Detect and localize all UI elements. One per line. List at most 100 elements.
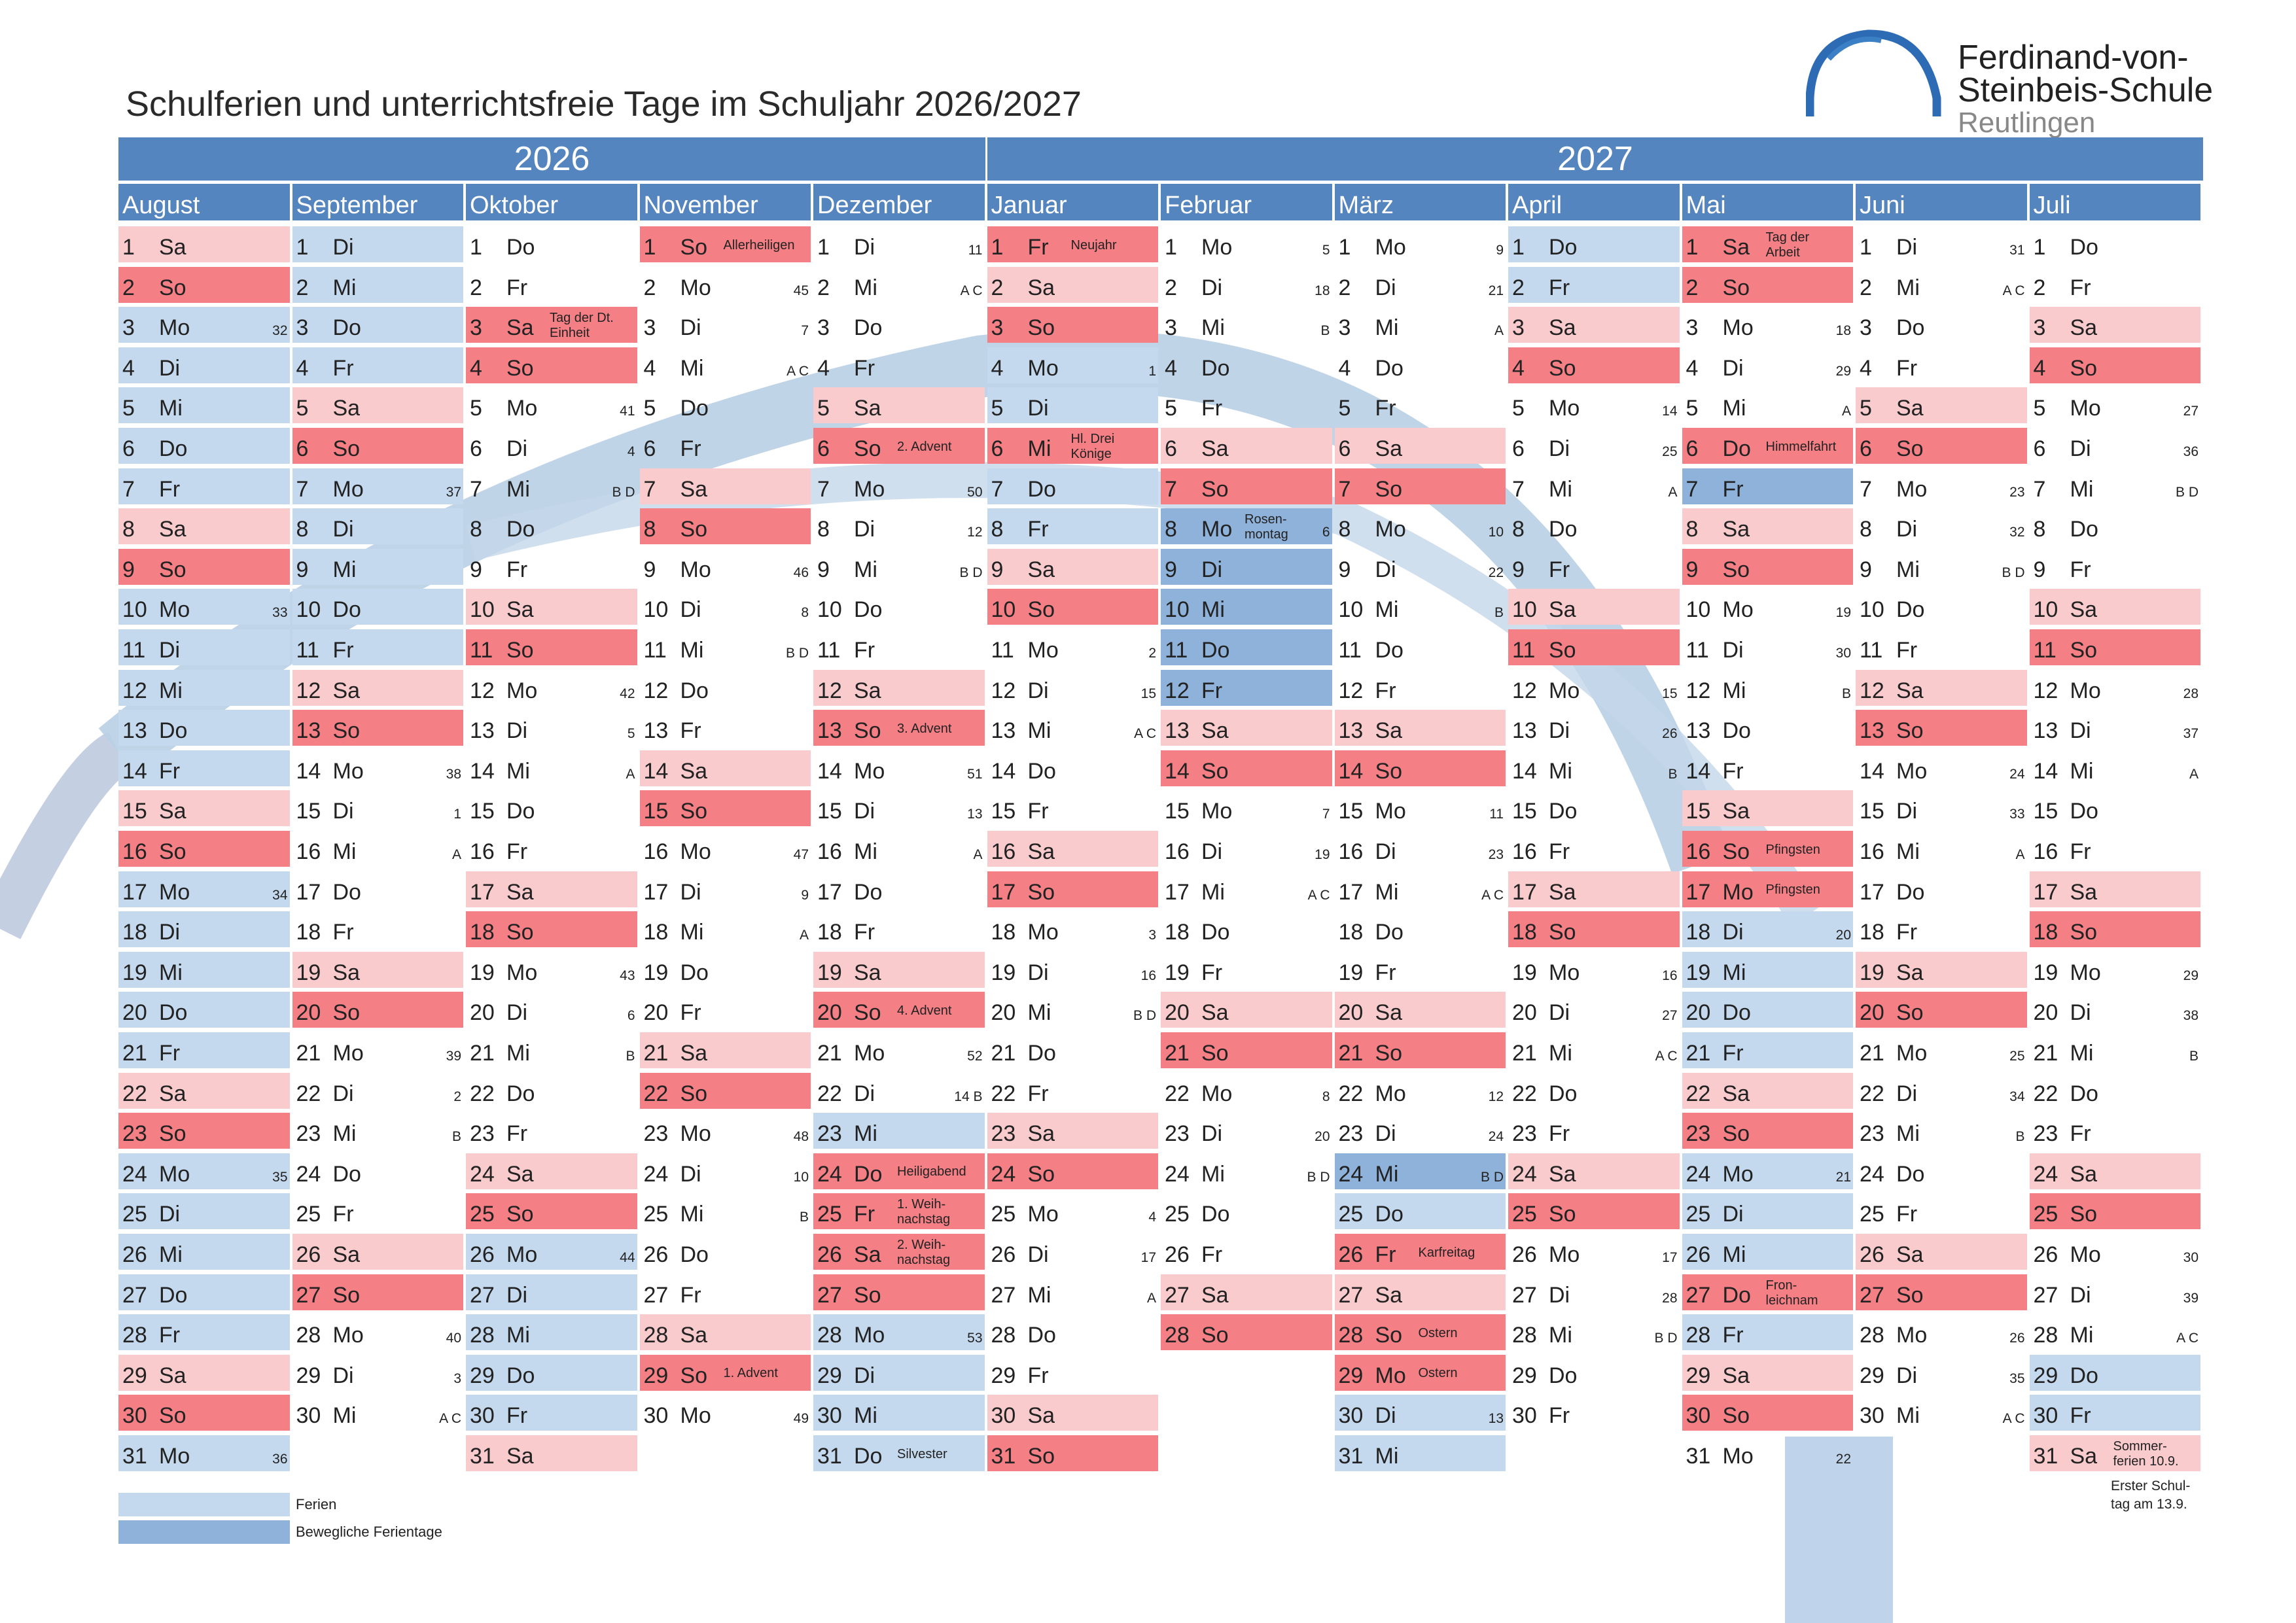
day-number: 6 [1338, 436, 1351, 461]
weekday: Do [159, 718, 188, 744]
day-number: 5 [470, 396, 482, 421]
weekday: So [159, 275, 186, 300]
day-cell: 15 Do [466, 790, 637, 826]
day-number: 14 [470, 758, 495, 784]
day-cell: 14 Sa [639, 750, 811, 786]
day-cell: 15 Mo 7 [1161, 790, 1332, 826]
month-header: März [1334, 184, 1506, 220]
day-cell: 27 So [1856, 1274, 2027, 1310]
day-cell: 18 Mo 3 [987, 911, 1159, 947]
weekday: Mi [1201, 315, 1225, 341]
weekday: Fr [1027, 1081, 1049, 1106]
day-number: 21 [1512, 1041, 1537, 1066]
day-marker: 40 [446, 1331, 461, 1346]
day-cell: 6 So [1856, 428, 2027, 464]
day-number: 30 [1338, 1403, 1364, 1429]
day-cell: 31 Sa Sommer- ferien 10.9. [2029, 1435, 2200, 1471]
day-cell: 17 Do [1856, 871, 2027, 907]
day-cell: 15 Do [2030, 790, 2201, 826]
day-number: 7 [2033, 476, 2046, 502]
day-number: 2 [1338, 275, 1351, 300]
weekday: Do [680, 396, 709, 421]
weekday: So [1896, 718, 1924, 744]
day-cell: 8 Sa [118, 508, 290, 545]
day-marker: 9 [801, 887, 809, 903]
day-number: 22 [817, 1081, 842, 1106]
weekday: Mo [1027, 355, 1059, 381]
day-cell: 23 Di 20 [1161, 1113, 1332, 1149]
day-number: 11 [296, 638, 319, 663]
day-cell: 23 Fr [1508, 1113, 1680, 1149]
day-number: 6 [2033, 436, 2046, 461]
day-number: 18 [1860, 920, 1884, 945]
day-number: 10 [1860, 597, 1884, 623]
weekday: Sa [1722, 1081, 1750, 1106]
weekday: Fr [1027, 1363, 1049, 1388]
day-cell: 21 Fr [118, 1032, 290, 1068]
weekday: Fr [159, 758, 181, 784]
day-number: 23 [470, 1121, 495, 1147]
day-cell: 31 Mo 36 [118, 1435, 290, 1471]
weekday: Di [1549, 436, 1570, 461]
day-cell: 24 Do [292, 1153, 464, 1189]
day-number: 15 [1686, 799, 1711, 824]
weekday: Mi [159, 396, 183, 421]
day-number: 2 [122, 275, 135, 300]
day-marker: 33 [272, 605, 288, 621]
day-cell: 21 Mi B [2030, 1032, 2201, 1068]
day-number: 13 [1338, 718, 1364, 744]
day-cell: 10 Mo 33 [118, 589, 290, 625]
weekday: Mi [2070, 1323, 2094, 1348]
day-cell: 2 Mi A C [1856, 267, 2027, 303]
day-number: 9 [2033, 557, 2046, 582]
day-number: 23 [1860, 1121, 1884, 1147]
weekday: Di [1722, 920, 1744, 945]
day-number: 12 [817, 678, 842, 703]
weekday: Mo [332, 476, 364, 502]
day-number: 20 [1686, 1000, 1711, 1026]
day-number: 28 [470, 1323, 495, 1348]
day-cell: 27 Mi A [987, 1274, 1159, 1310]
day-marker: 10 [1488, 525, 1504, 540]
weekday: Di [159, 920, 181, 945]
day-marker: B [1494, 605, 1504, 621]
day-cell: 5 Fr [1335, 387, 1506, 423]
day-number: 24 [1686, 1161, 1711, 1187]
day-note: 4. Advent [897, 1003, 952, 1018]
day-cell: 7 Mi A [1508, 468, 1680, 504]
day-number: 5 [1686, 396, 1699, 421]
day-marker: B [1668, 766, 1678, 782]
day-cell: 31 Sa [466, 1435, 637, 1471]
weekday: Do [506, 235, 535, 260]
day-cell: 9 Sa [987, 548, 1158, 585]
weekday: Fr [159, 476, 181, 502]
day-cell: 12 Mo 42 [466, 670, 637, 706]
day-cell: 3 Sa [1508, 307, 1680, 343]
day-marker: 16 [1662, 968, 1678, 983]
day-note: Himmelfahrt [1765, 439, 1837, 454]
day-cell: 28 Do [987, 1314, 1159, 1350]
day-marker: 4 [1148, 1210, 1156, 1225]
day-number: 25 [643, 1202, 669, 1227]
day-number: 13 [817, 718, 842, 744]
day-number: 8 [1860, 517, 1872, 542]
day-marker: 19 [1315, 847, 1330, 862]
weekday: Mo [1896, 1323, 1928, 1348]
day-marker: 8 [1322, 1089, 1330, 1104]
day-number: 26 [817, 1242, 842, 1267]
day-number: 11 [991, 638, 1014, 663]
weekday: Sa [1375, 1000, 1403, 1026]
day-number: 28 [643, 1323, 669, 1348]
day-number: 11 [1165, 638, 1188, 663]
day-marker: 13 [1488, 1411, 1504, 1427]
day-number: 1 [1686, 235, 1699, 260]
weekday: Sa [332, 396, 361, 421]
day-number: 29 [296, 1363, 321, 1388]
day-cell: 17 So [987, 871, 1158, 907]
day-number: 22 [1860, 1081, 1884, 1106]
day-cell: 22 Di 14 B [813, 1073, 985, 1109]
weekday: Sa [332, 678, 361, 703]
day-cell: 9 Di 22 [1335, 549, 1506, 585]
day-number: 30 [470, 1403, 495, 1429]
day-marker: 36 [2183, 444, 2199, 459]
